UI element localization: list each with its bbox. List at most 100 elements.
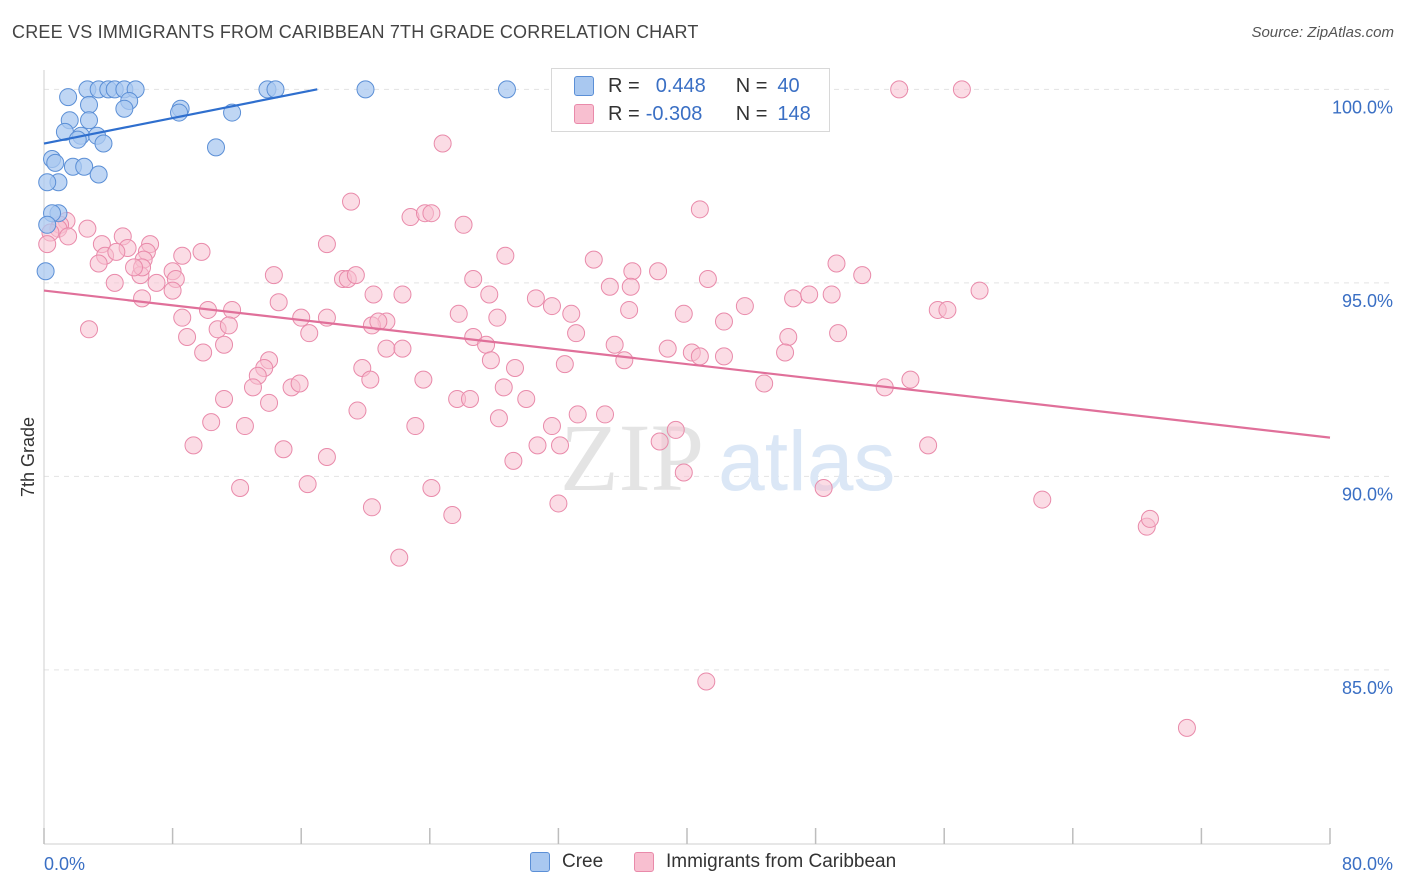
caribbean-point [650, 432, 669, 451]
caribbean-point [223, 300, 242, 319]
caribbean-point [714, 312, 733, 331]
caribbean-point [674, 463, 693, 482]
caribbean-point [433, 134, 452, 153]
caribbean-point [290, 374, 309, 393]
caribbean-point [496, 246, 515, 265]
caribbean-point [568, 405, 587, 424]
caribbean-point [362, 498, 381, 517]
watermark-zip: ZIP [560, 404, 704, 511]
cree-point [497, 80, 516, 99]
legend-caribbean-n: 148 [777, 102, 811, 125]
caribbean-point [938, 300, 957, 319]
caribbean-point [776, 343, 795, 362]
legend-cree-r: 0.448 [655, 74, 706, 97]
watermark: ZIP atlas [560, 404, 895, 511]
caribbean-point [735, 297, 754, 316]
caribbean-point [526, 289, 545, 308]
caribbean-point [133, 289, 152, 308]
caribbean-point [292, 308, 311, 327]
caribbean-point [454, 215, 473, 234]
caribbean-point [464, 269, 483, 288]
caribbean-point [562, 304, 581, 323]
caribbean-point [919, 436, 938, 455]
caribbean-point [555, 355, 574, 374]
caribbean-point [621, 277, 640, 296]
caribbean-point [173, 308, 192, 327]
cree-point [46, 153, 65, 172]
caribbean-point [163, 281, 182, 300]
caribbean-point [551, 436, 570, 455]
caribbean-point [698, 269, 717, 288]
caribbean-point [393, 285, 412, 304]
caribbean-point [215, 389, 234, 408]
caribbean-point [952, 80, 971, 99]
cree-point [80, 111, 99, 130]
cree-point [75, 157, 94, 176]
caribbean-point [623, 262, 642, 281]
caribbean-point [1033, 490, 1052, 509]
caribbean-point [274, 440, 293, 459]
caribbean-point [300, 324, 319, 343]
y-axis-title: 7th Grade [18, 417, 38, 497]
caribbean-point [178, 328, 197, 347]
caribbean-point [901, 370, 920, 389]
caribbean-point [714, 347, 733, 366]
source-label: Source: ZipAtlas.com [1251, 24, 1394, 41]
caribbean-point [829, 324, 848, 343]
caribbean-point [549, 494, 568, 513]
caribbean-point [784, 289, 803, 308]
caribbean-point [59, 227, 78, 246]
caribbean-point [269, 293, 288, 312]
legend-r-label: R = [608, 102, 640, 125]
caribbean-point [822, 285, 841, 304]
caribbean-point [800, 285, 819, 304]
cree-point [207, 138, 226, 157]
caribbean-point [406, 417, 425, 436]
caribbean-point [970, 281, 989, 300]
cree-point [80, 95, 99, 114]
caribbean-point [600, 277, 619, 296]
caribbean-point [78, 219, 97, 238]
y-tick-label: 100.0% [1332, 97, 1393, 117]
cree-swatch [574, 76, 594, 96]
caribbean-point [264, 266, 283, 285]
y-tick-label: 90.0% [1342, 484, 1393, 504]
caribbean-point [605, 335, 624, 354]
caribbean-point [89, 254, 108, 273]
legend-cree-n: 40 [777, 74, 800, 97]
caribbean-point [215, 335, 234, 354]
caribbean-points [38, 80, 1196, 737]
caribbean-point [235, 417, 254, 436]
legend-row-caribbean: R = -0.308 N = 148 [574, 101, 811, 127]
caribbean-point [481, 351, 500, 370]
cree-point [68, 130, 87, 149]
caribbean-point [443, 506, 462, 525]
caribbean-point [260, 393, 279, 412]
caribbean-point [231, 478, 250, 497]
caribbean-point [567, 324, 586, 343]
caribbean-point [649, 262, 668, 281]
y-tick-label: 95.0% [1342, 291, 1393, 311]
legend-n-label: N = [735, 74, 768, 97]
caribbean-point [184, 436, 203, 455]
x-ticks [43, 828, 1331, 844]
cree-legend-swatch [530, 852, 550, 872]
cree-point [36, 262, 55, 281]
caribbean-point [105, 273, 124, 292]
caribbean-point [596, 405, 615, 424]
caribbean-point [298, 475, 317, 494]
cree-point [38, 215, 57, 234]
caribbean-point [488, 308, 507, 327]
caribbean-point [477, 335, 496, 354]
caribbean-point [243, 378, 262, 397]
caribbean-swatch [574, 104, 594, 124]
bottom-legend-caribbean: Immigrants from Caribbean [634, 851, 896, 873]
caribbean-point [393, 339, 412, 358]
cree-point [59, 88, 78, 107]
y-tick-labels: 100.0% 95.0% 90.0% 85.0% [1332, 97, 1393, 697]
caribbean-point [202, 413, 221, 432]
cree-point [223, 103, 242, 122]
caribbean-point [369, 312, 388, 331]
caribbean-legend-label: Immigrants from Caribbean [666, 851, 897, 872]
